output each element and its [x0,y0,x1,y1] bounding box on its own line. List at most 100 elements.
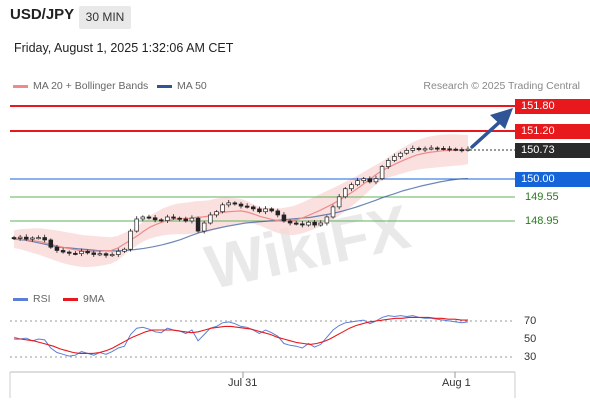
candle [441,146,446,151]
candle-body [158,219,164,222]
candle-body [244,205,250,208]
candle [152,214,158,223]
candle-body [60,250,66,253]
candle-body [330,206,336,218]
support-1-label: 149.55 [525,191,559,203]
candle [66,250,72,256]
candle-body [66,251,72,254]
candle [97,250,103,257]
candle-body [140,216,146,220]
pivot-tag: 150.00 [515,172,590,187]
candle-body [349,184,354,190]
candle [165,214,170,224]
resistance-2-tag: 151.80 [515,99,590,114]
candle [453,147,458,152]
legend-ma50-swatch [157,84,172,88]
candle-body [416,148,422,150]
candle [208,212,213,225]
candle-body [11,237,17,240]
candle-body [171,216,176,219]
candle [232,201,238,206]
candle-body [428,147,434,150]
candle [238,201,244,209]
legend-rsi: RSI [13,293,51,305]
candle [189,215,195,224]
candle [73,251,78,256]
candle-body [146,216,152,219]
candle [306,220,311,227]
candle [416,146,422,152]
candle [140,215,146,222]
candle [109,252,115,257]
candle-body [447,148,452,151]
resistance-1-tag: 151.20 [515,124,590,139]
candle-body [257,208,262,213]
candle [355,177,360,187]
candle-body [392,156,397,161]
candle-body [208,214,213,224]
pair-title: USD/JPY [10,6,75,23]
candle-body [324,216,330,224]
candle [349,182,354,192]
candle [79,248,84,257]
rsi-ma9-line [14,316,468,354]
candle [134,216,139,233]
candle [269,207,274,213]
legend-ma20: MA 20 + Bollinger Bands [13,80,148,92]
candle [54,245,60,253]
candle-body [361,178,366,181]
rsi-tick-70: 70 [524,315,537,327]
candle-body [385,160,391,167]
candle-body [97,253,103,256]
candle-body [183,218,189,222]
candle-body [435,147,440,150]
candle [36,235,41,240]
rsi-tick-30: 30 [524,351,537,363]
last-price-tag: 150.73 [515,143,590,158]
rsi-line [13,315,469,357]
candle [330,204,336,219]
candle [103,252,109,258]
candle-body [109,254,115,257]
candle [422,146,428,152]
datetime-label: Friday, August 1, 2025 1:32:06 AM CET [14,41,234,55]
candle [398,151,403,159]
candle-body [232,202,238,205]
legend-ma20-swatch [13,84,28,88]
candle-body [343,188,348,198]
candle [171,214,176,220]
candle-body [355,180,360,186]
candle-body [318,222,324,226]
legend-ma20-label: MA 20 + Bollinger Bands [33,80,149,92]
candle-body [293,222,299,225]
candle-body [73,252,78,255]
candle-body [336,196,342,208]
candle [428,145,434,151]
support-2-label: 148.95 [525,215,559,227]
candle [158,218,164,223]
candle [85,249,90,255]
candle [336,193,342,210]
candle [312,219,317,228]
candle [435,146,440,151]
candle [373,175,379,185]
candle-body [165,216,170,221]
candle-body [398,152,403,157]
candle-body [281,214,287,222]
candle-body [410,148,416,151]
candle [410,145,416,153]
legend-ma9-swatch [63,297,78,301]
candle [183,216,189,223]
candle-body [220,204,225,213]
candle-body [152,217,158,221]
credit-label: Research © 2025 Trading Central [423,80,580,92]
candle [275,208,281,218]
candle-body [214,211,219,216]
candle-body [85,250,90,254]
x-tick-jul31: Jul 31 [228,377,258,389]
candles-group [11,145,471,258]
candle-body [269,208,274,212]
candle-body [177,217,182,220]
timeframe-badge[interactable]: 30 MIN [79,6,131,29]
